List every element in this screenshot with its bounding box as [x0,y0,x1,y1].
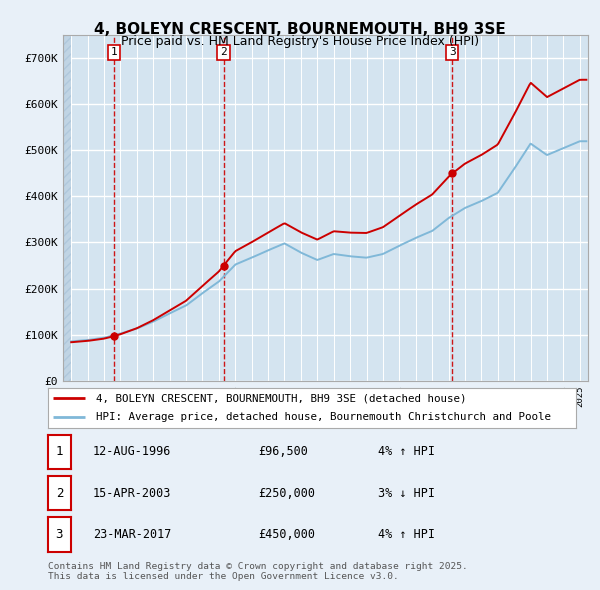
Text: 4% ↑ HPI: 4% ↑ HPI [378,528,435,541]
Text: 3: 3 [56,528,63,541]
Text: 1: 1 [111,47,118,57]
Text: 15-APR-2003: 15-APR-2003 [93,487,172,500]
Text: 4, BOLEYN CRESCENT, BOURNEMOUTH, BH9 3SE: 4, BOLEYN CRESCENT, BOURNEMOUTH, BH9 3SE [94,22,506,37]
Bar [63,35,71,381]
Text: Contains HM Land Registry data © Crown copyright and database right 2025.
This d: Contains HM Land Registry data © Crown c… [48,562,468,581]
Text: 23-MAR-2017: 23-MAR-2017 [93,528,172,541]
Text: 4, BOLEYN CRESCENT, BOURNEMOUTH, BH9 3SE (detached house): 4, BOLEYN CRESCENT, BOURNEMOUTH, BH9 3SE… [95,394,466,404]
Text: 3% ↓ HPI: 3% ↓ HPI [378,487,435,500]
Text: 4% ↑ HPI: 4% ↑ HPI [378,445,435,458]
Text: 2: 2 [56,487,63,500]
Text: 2: 2 [220,47,227,57]
Text: £450,000: £450,000 [258,528,315,541]
Text: 1: 1 [56,445,63,458]
Text: Price paid vs. HM Land Registry's House Price Index (HPI): Price paid vs. HM Land Registry's House … [121,35,479,48]
Text: HPI: Average price, detached house, Bournemouth Christchurch and Poole: HPI: Average price, detached house, Bour… [95,412,551,422]
Text: £250,000: £250,000 [258,487,315,500]
Text: £96,500: £96,500 [258,445,308,458]
Text: 12-AUG-1996: 12-AUG-1996 [93,445,172,458]
Text: 3: 3 [449,47,455,57]
